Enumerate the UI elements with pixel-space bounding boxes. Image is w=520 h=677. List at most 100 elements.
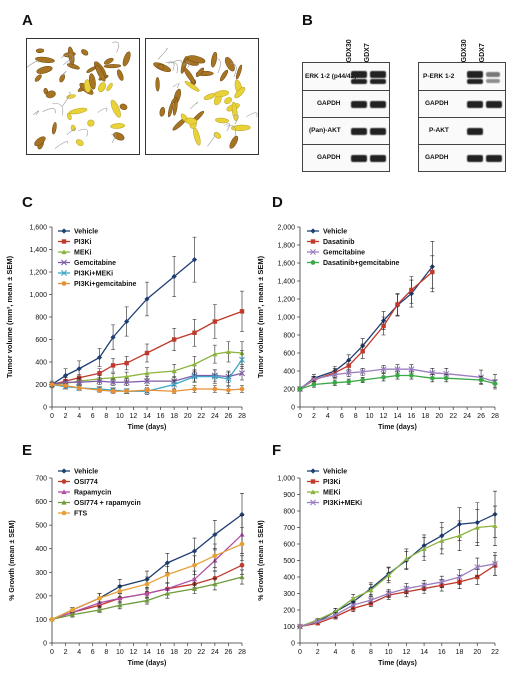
helix-brown — [67, 46, 75, 65]
data-point — [239, 356, 245, 363]
data-point — [310, 376, 317, 383]
series-vehicle — [49, 236, 198, 389]
blot-row-label: GAPDH — [425, 100, 449, 107]
x-tick-label: 22 — [197, 413, 205, 420]
data-point — [310, 489, 316, 495]
series-line — [51, 372, 243, 386]
x-tick-label: 28 — [238, 413, 246, 420]
axes: 0 100 200 300 400 500 600 700 800 900 1,000 0 2 4 6 8 10… — [258, 476, 499, 668]
blot-row-label: GAPDH — [317, 100, 341, 107]
data-point — [310, 239, 316, 244]
helix-yellow — [67, 112, 72, 121]
helix-brown — [117, 69, 124, 81]
data-point — [212, 553, 218, 559]
legend-entry: PI3Ki — [323, 479, 341, 486]
y-tick-label: 900 — [283, 492, 295, 499]
blot-row-label: ERK 1-2 (p44/42) — [305, 73, 357, 80]
data-point — [124, 360, 129, 366]
x-tick-label: 10 — [385, 649, 393, 656]
helix-brown — [113, 132, 125, 141]
helix-yellow — [97, 82, 107, 93]
data-point — [171, 381, 178, 388]
x-axis-label: Time (days) — [128, 660, 167, 667]
data-point — [225, 375, 232, 382]
helix-yellow — [224, 97, 232, 105]
x-tick-label: 2 — [316, 649, 320, 656]
y-axis-label: Tumor volume (mm³, mean ± SEM) — [5, 255, 14, 378]
data-point — [61, 499, 67, 505]
data-point — [144, 581, 150, 587]
data-point — [171, 368, 177, 374]
data-point — [61, 468, 67, 474]
coil-loop — [111, 133, 117, 144]
coil-loop — [246, 112, 258, 117]
data-point — [165, 572, 170, 577]
series-pi3ki-gemcitabine — [49, 381, 245, 394]
coil-loop — [233, 114, 239, 125]
legend-entry: OSI774 — [74, 479, 98, 486]
data-point — [492, 381, 498, 386]
data-point — [395, 302, 400, 307]
data-point — [239, 370, 245, 377]
series-dasatinib-gemcitabine — [297, 371, 498, 392]
x-tick-label: 24 — [211, 413, 219, 420]
coil-loop — [66, 128, 76, 136]
helix-yellow — [106, 82, 113, 92]
x-tick-label: 10 — [366, 413, 374, 420]
panel-label-f: F — [272, 442, 282, 459]
data-point — [475, 574, 480, 580]
blot-band — [486, 79, 500, 83]
chart-f-growth: 0 100 200 300 400 500 600 700 800 900 1,000 0 2 4 6 8 10… — [258, 468, 499, 668]
x-tick-label: 12 — [402, 649, 410, 656]
x-tick-label: 8 — [104, 413, 108, 420]
data-point — [96, 607, 103, 613]
y-tick-label: 1,000 — [277, 476, 295, 483]
y-tick-label: 1,200 — [29, 270, 47, 277]
x-tick-label: 18 — [170, 413, 178, 420]
data-point — [69, 612, 75, 617]
y-tick-label: 400 — [35, 546, 47, 553]
helix-yellow — [231, 124, 251, 131]
data-point — [164, 590, 170, 596]
western-blot-left: ERK 1-2 (p44/42) GAPDH (Pan)-AKT GAPDH — [302, 62, 390, 172]
coil-loop — [170, 60, 183, 66]
y-tick-label: 500 — [35, 523, 47, 530]
y-tick-label: 400 — [283, 369, 295, 376]
data-point — [429, 375, 435, 381]
data-point — [443, 370, 450, 377]
x-tick-label: 6 — [351, 649, 355, 656]
data-point — [124, 388, 129, 394]
x-tick-label: 24 — [211, 649, 219, 656]
x-tick-label: 10 — [116, 413, 124, 420]
data-point — [212, 351, 218, 357]
data-point — [478, 377, 484, 383]
x-tick-label: 4 — [326, 413, 330, 420]
x-tick-label: 22 — [197, 649, 205, 656]
blot-band — [486, 155, 502, 162]
data-point — [49, 617, 55, 622]
series-meki — [297, 505, 498, 629]
x-tick-label: 12 — [130, 649, 138, 656]
x-tick-label: 22 — [491, 649, 499, 656]
coil-loop — [42, 108, 56, 114]
blot-row-label: GAPDH — [425, 154, 449, 161]
helix-brown — [122, 51, 131, 67]
helix-yellow — [66, 94, 76, 99]
data-point — [76, 379, 83, 386]
x-tick-label: 20 — [435, 413, 443, 420]
y-tick-label: 0 — [43, 641, 47, 648]
y-tick-label: 1,400 — [29, 247, 47, 254]
protein-ribbon-right-icon — [153, 48, 258, 149]
x-tick-label: 0 — [50, 413, 54, 420]
y-tick-label: 800 — [283, 333, 295, 340]
data-point — [350, 602, 357, 609]
data-point — [332, 611, 339, 618]
data-point — [474, 564, 481, 571]
data-point — [76, 366, 82, 372]
data-point — [191, 586, 198, 591]
data-point — [96, 378, 103, 385]
coil-loop — [54, 141, 69, 149]
x-tick-label: 20 — [184, 649, 192, 656]
x-tick-label: 14 — [143, 649, 151, 656]
data-point — [310, 499, 316, 506]
